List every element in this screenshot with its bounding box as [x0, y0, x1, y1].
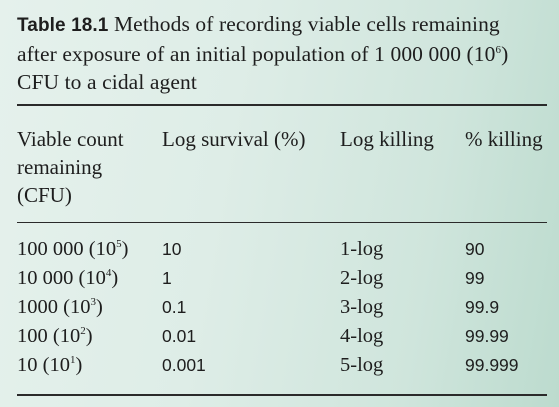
- header-viable-count-line1: Viable count: [17, 127, 124, 151]
- cell-log-killing: 2-log: [340, 267, 384, 289]
- table-caption: Table 18.1 Methods of recording viable c…: [17, 10, 547, 96]
- table-row: 10 000 (104) 1 2-log 99: [0, 264, 559, 292]
- cell-pct-killing: 99: [465, 268, 485, 288]
- cell-log-survival: 1: [162, 268, 172, 288]
- caption-line-2: after exposure of an initial population …: [17, 40, 547, 68]
- cell-log-killing: 3-log: [340, 296, 384, 318]
- top-rule: [17, 104, 547, 106]
- caption-line-3: CFU to a cidal agent: [17, 70, 197, 94]
- caption-line-1: Table 18.1 Methods of recording viable c…: [17, 10, 547, 40]
- cell-pct-killing: 99.99: [465, 326, 509, 346]
- cell-log-killing: 5-log: [340, 354, 384, 376]
- cell-log-survival: 0.01: [162, 326, 197, 346]
- cell-log-killing: 1-log: [340, 238, 384, 260]
- header-viable-count: Viable count remaining (CFU): [17, 125, 124, 209]
- table-label: Table 18.1: [17, 15, 109, 36]
- table-row: 100 (102) 0.01 4-log 99.99: [0, 322, 559, 350]
- cell-viable-count: 10 000 (104): [17, 267, 119, 289]
- cell-pct-killing: 90: [465, 239, 485, 259]
- table-row: 100 000 (105) 10 1-log 90: [0, 235, 559, 263]
- header-viable-count-line3: (CFU): [17, 183, 72, 207]
- header-viable-count-line2: remaining: [17, 155, 103, 179]
- cell-log-survival: 10: [162, 239, 182, 259]
- bottom-rule: [17, 394, 547, 396]
- cell-viable-count: 100 000 (105): [17, 238, 129, 260]
- caption-text-2-close: ): [501, 42, 509, 66]
- cell-viable-count: 1000 (103): [17, 296, 103, 318]
- header-log-survival: Log survival (%): [162, 127, 306, 151]
- cell-viable-count: 100 (102): [17, 325, 93, 347]
- caption-exponent: 6: [495, 44, 502, 56]
- cell-viable-count: 10 (101): [17, 354, 83, 376]
- cell-log-survival: 0.1: [162, 297, 187, 317]
- header-log-killing: Log killing: [340, 127, 434, 151]
- table-row: 10 (101) 0.001 5-log 99.999: [0, 351, 559, 379]
- table-row: 1000 (103) 0.1 3-log 99.9: [0, 293, 559, 321]
- cell-log-survival: 0.001: [162, 355, 206, 375]
- cell-pct-killing: 99.9: [465, 297, 500, 317]
- cell-log-killing: 4-log: [340, 325, 384, 347]
- cell-pct-killing: 99.999: [465, 355, 519, 375]
- caption-text-1: Methods of recording viable cells remain…: [113, 12, 500, 36]
- header-rule: [17, 222, 547, 223]
- header-pct-killing: % killing: [465, 127, 543, 151]
- caption-text-2: after exposure of an initial population …: [17, 42, 496, 66]
